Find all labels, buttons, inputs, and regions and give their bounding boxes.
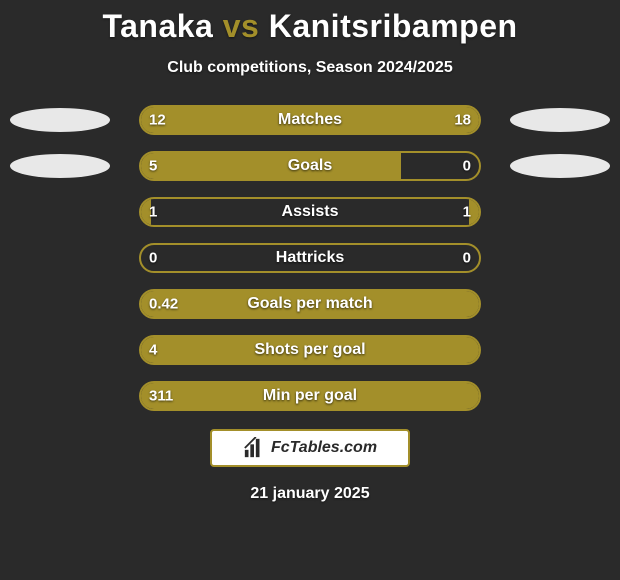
player1-name: Tanaka bbox=[102, 8, 213, 44]
stat-value-left: 1 bbox=[149, 204, 157, 221]
stats-list: 12 18 Matches 5 0 Goals 1 1 Assists 0 0 Hattricks 0.… bbox=[0, 105, 620, 411]
stat-label: Hattricks bbox=[276, 249, 344, 267]
stat-value-left: 311 bbox=[149, 388, 173, 405]
stat-bar-track: 1 1 Assists bbox=[139, 197, 481, 227]
stat-row: 1 1 Assists bbox=[0, 197, 620, 227]
brand-badge: FcTables.com bbox=[210, 429, 410, 467]
stat-row: 4 Shots per goal bbox=[0, 335, 620, 365]
stat-bar-track: 0.42 Goals per match bbox=[139, 289, 481, 319]
vs-text: vs bbox=[223, 8, 260, 44]
stat-row: 12 18 Matches bbox=[0, 105, 620, 135]
stat-value-left: 5 bbox=[149, 158, 157, 175]
stat-value-right: 0 bbox=[463, 250, 471, 267]
stat-value-left: 4 bbox=[149, 342, 157, 359]
comparison-card: Tanaka vs Kanitsribampen Club competitio… bbox=[0, 0, 620, 503]
stat-label: Matches bbox=[278, 111, 342, 129]
chart-icon bbox=[243, 437, 265, 459]
player1-marker bbox=[10, 108, 110, 132]
subtitle: Club competitions, Season 2024/2025 bbox=[0, 59, 620, 77]
stat-bar-track: 0 0 Hattricks bbox=[139, 243, 481, 273]
page-title: Tanaka vs Kanitsribampen bbox=[0, 8, 620, 45]
stat-bar-left bbox=[141, 153, 401, 179]
stat-row: 0 0 Hattricks bbox=[0, 243, 620, 273]
player2-name: Kanitsribampen bbox=[269, 8, 518, 44]
brand-text: FcTables.com bbox=[271, 439, 377, 457]
stat-bar-track: 5 0 Goals bbox=[139, 151, 481, 181]
stat-row: 0.42 Goals per match bbox=[0, 289, 620, 319]
player2-marker bbox=[510, 108, 610, 132]
stat-label: Shots per goal bbox=[254, 341, 365, 359]
stat-value-left: 0 bbox=[149, 250, 157, 267]
stat-value-right: 18 bbox=[454, 112, 471, 129]
stat-label: Assists bbox=[282, 203, 339, 221]
stat-row: 5 0 Goals bbox=[0, 151, 620, 181]
stat-row: 311 Min per goal bbox=[0, 381, 620, 411]
stat-value-right: 0 bbox=[463, 158, 471, 175]
stat-label: Goals bbox=[288, 157, 332, 175]
stat-label: Min per goal bbox=[263, 387, 357, 405]
stat-bar-track: 12 18 Matches bbox=[139, 105, 481, 135]
date-text: 21 january 2025 bbox=[0, 485, 620, 503]
stat-label: Goals per match bbox=[247, 295, 372, 313]
stat-bar-track: 4 Shots per goal bbox=[139, 335, 481, 365]
stat-value-left: 12 bbox=[149, 112, 166, 129]
stat-value-left: 0.42 bbox=[149, 296, 178, 313]
player1-marker bbox=[10, 154, 110, 178]
player2-marker bbox=[510, 154, 610, 178]
stat-value-right: 1 bbox=[463, 204, 471, 221]
stat-bar-track: 311 Min per goal bbox=[139, 381, 481, 411]
